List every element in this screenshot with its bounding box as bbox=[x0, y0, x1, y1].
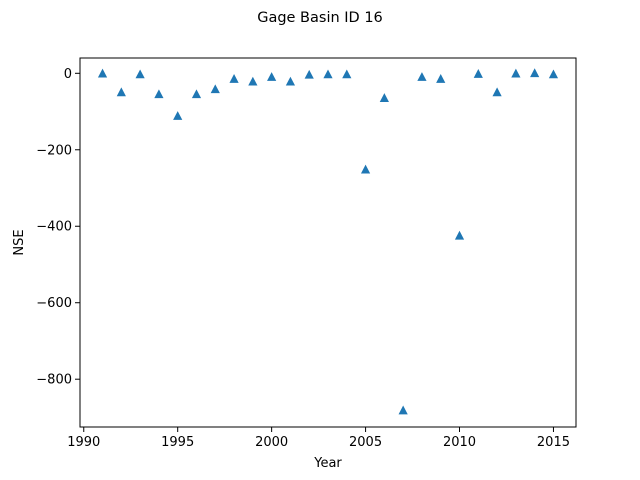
plot-frame bbox=[79, 57, 577, 428]
data-point bbox=[473, 69, 483, 78]
x-axis-label: Year bbox=[313, 456, 342, 471]
data-point bbox=[454, 230, 465, 240]
data-point bbox=[436, 74, 446, 83]
data-point bbox=[379, 93, 389, 102]
data-point bbox=[511, 68, 521, 78]
chart-title: Gage Basin ID 16 bbox=[257, 10, 383, 26]
y-tick-label: −600 bbox=[36, 296, 72, 311]
data-point bbox=[530, 68, 540, 78]
x-tick-label: 1990 bbox=[67, 435, 100, 450]
y-tick-label: −800 bbox=[36, 373, 72, 388]
data-point bbox=[417, 72, 427, 81]
data-point bbox=[116, 87, 126, 97]
data-point bbox=[398, 405, 408, 415]
axis-ticks: 1990 1995 2000 2005 2010 2015 0 −200 −400 −600 −80… bbox=[36, 67, 570, 450]
data-point bbox=[492, 87, 502, 97]
y-tick-label: −200 bbox=[36, 143, 72, 158]
data-point bbox=[248, 76, 258, 86]
y-axis-label: NSE bbox=[12, 229, 27, 255]
data-points bbox=[97, 68, 559, 415]
data-point bbox=[229, 74, 239, 83]
data-point bbox=[97, 68, 108, 78]
x-tick-label: 2010 bbox=[443, 435, 476, 450]
data-point bbox=[210, 84, 220, 94]
data-point bbox=[342, 69, 352, 79]
y-tick-label: −400 bbox=[36, 220, 72, 235]
y-tick-label: 0 bbox=[64, 67, 72, 82]
x-tick-label: 2000 bbox=[255, 435, 288, 450]
data-point bbox=[173, 111, 183, 120]
x-tick-label: 2005 bbox=[349, 435, 382, 450]
x-tick-label: 2015 bbox=[537, 435, 570, 450]
data-point bbox=[191, 89, 202, 99]
data-point bbox=[285, 76, 296, 86]
data-point bbox=[154, 89, 164, 99]
data-point bbox=[135, 69, 145, 79]
x-tick-label: 1995 bbox=[161, 435, 194, 450]
data-point bbox=[267, 72, 277, 81]
data-point bbox=[360, 164, 371, 174]
data-point bbox=[304, 69, 314, 79]
data-point bbox=[323, 69, 333, 79]
data-point bbox=[548, 69, 559, 79]
